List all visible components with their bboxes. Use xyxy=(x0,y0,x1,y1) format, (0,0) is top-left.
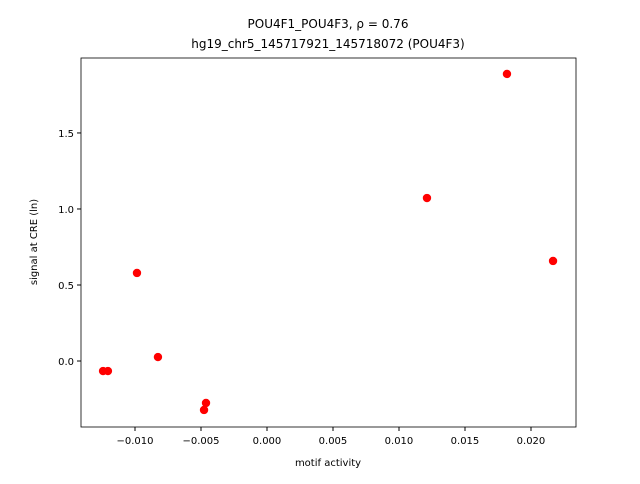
x-tick-label: 0.010 xyxy=(385,436,414,447)
point xyxy=(199,405,209,415)
y-tick-label: 0.5 xyxy=(58,281,74,292)
x-axis-label: motif activity xyxy=(295,458,361,469)
point xyxy=(201,398,211,408)
chart-title: POU4F1_POU4F3, ρ = 0.76 xyxy=(248,17,409,31)
x-tick-label: 0.000 xyxy=(253,436,282,447)
y-tick-label: 0.0 xyxy=(58,357,74,368)
x-tick-label: −0.005 xyxy=(182,436,219,447)
point xyxy=(422,193,432,203)
y-tick-label: 1.0 xyxy=(58,205,74,216)
plot-frame xyxy=(80,57,577,428)
x-tick-label: 0.005 xyxy=(319,436,348,447)
x-tick-label: 0.015 xyxy=(451,436,480,447)
y-tick-label: 1.5 xyxy=(58,129,74,140)
point xyxy=(153,352,163,362)
point xyxy=(502,69,512,79)
chart-subtitle: hg19_chr5_145717921_145718072 (POU4F3) xyxy=(191,37,465,51)
x-tick-label: 0.020 xyxy=(517,436,546,447)
point xyxy=(132,268,142,278)
point xyxy=(548,256,558,266)
point xyxy=(103,366,113,376)
y-axis-label: signal at CRE (ln) xyxy=(29,199,40,285)
x-tick-label: −0.010 xyxy=(116,436,153,447)
